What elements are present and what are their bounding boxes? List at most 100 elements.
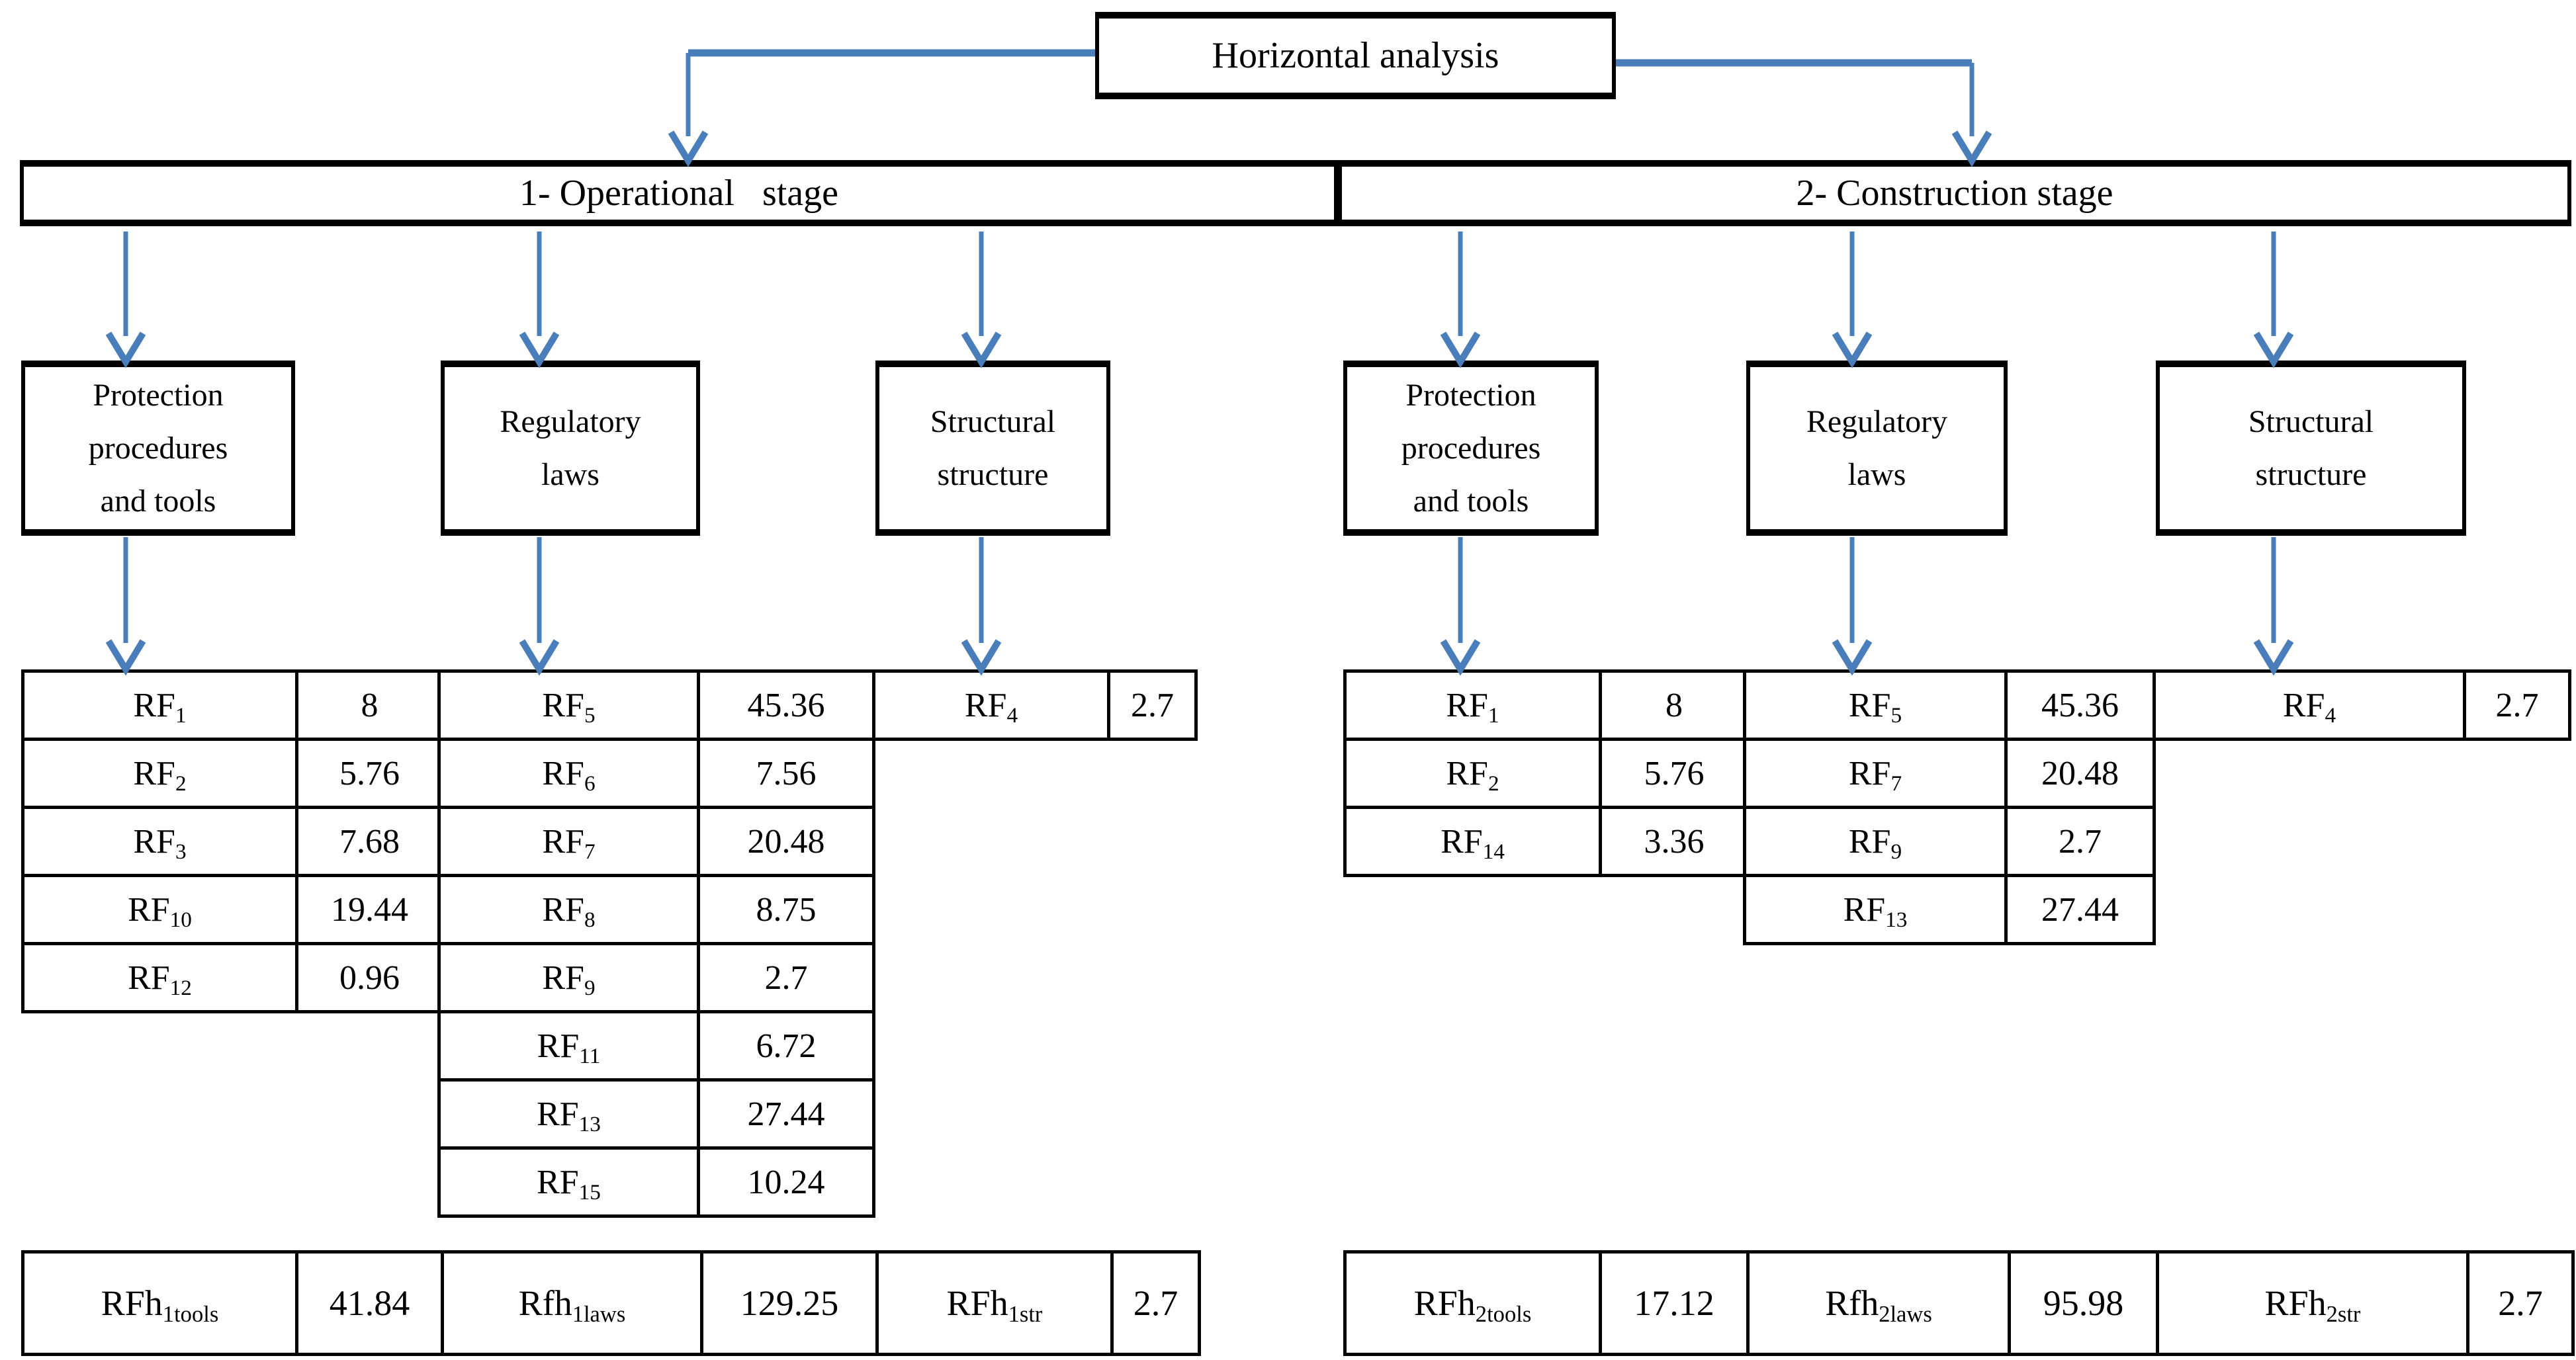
arrow-down-icon [105, 331, 146, 368]
table-row: RF7 20.48 [437, 806, 875, 877]
rf-subscript: 5 [1890, 703, 1902, 728]
rf-subscript: 5 [584, 703, 596, 728]
rf-base: RFh [946, 1283, 1008, 1323]
title-box: Horizontal analysis [1095, 12, 1616, 99]
rf-value-cell: 5.76 [1599, 738, 1750, 809]
rf-label-cell: RF9 [1743, 806, 2008, 877]
arrow-down-icon [668, 130, 709, 167]
rf-value-cell: 2.7 [2004, 806, 2156, 877]
rf-value-cell: 27.44 [2004, 874, 2156, 945]
arrow-structural-to-table-construction [2253, 537, 2294, 676]
connector-title-to-operational [668, 49, 1095, 167]
table-row: RF3 7.68 [21, 806, 444, 877]
summary-table-construction: RFh2tools 17.12 Rfh2laws 95.98 RFh2str 2… [1343, 1250, 2575, 1356]
summary-row: RFh2tools 17.12 Rfh2laws 95.98 RFh2str 2… [1343, 1250, 2575, 1356]
rf-label-cell: RF2 [21, 738, 298, 809]
table-row: RF1 8 [1343, 669, 1750, 741]
stage-bar-construction: 2- Construction stage [1338, 160, 2571, 226]
rf-base: RF [1441, 822, 1483, 861]
summary-value-cell: 129.25 [700, 1250, 879, 1356]
arrow-protection-to-table-operational [105, 537, 146, 676]
category-line: Structural [2248, 404, 2374, 439]
rf-value-cell: 8 [295, 669, 444, 741]
rf-table-regulatory-construction: RF5 45.36 RF7 20.48 RF9 2.7 RF13 27.44 [1743, 669, 2156, 945]
category-line: Structural [930, 404, 1056, 439]
rf-value-cell: 20.48 [2004, 738, 2156, 809]
rf-value-cell: 8.75 [697, 874, 875, 945]
rf-base: RF [542, 822, 584, 861]
rf-label-cell: RF14 [1343, 806, 1602, 877]
rf-label-cell: RF4 [2153, 669, 2466, 741]
arrow-bar-to-regulatory-construction [1832, 232, 1873, 368]
rf-value-cell: 0.96 [295, 942, 444, 1013]
rf-base: RF [2282, 686, 2325, 724]
rf-base: RF [1848, 686, 1891, 724]
stage-bar-operational-label: 1- Operational stage [519, 173, 839, 214]
rf-label-cell: RF7 [1743, 738, 2008, 809]
rf-label-cell: RF7 [437, 806, 700, 877]
rf-base: RF [537, 1027, 580, 1065]
rf-base: RF [542, 958, 584, 997]
rf-subscript: 1tools [162, 1302, 219, 1328]
summary-label-cell: RFh1str [875, 1250, 1114, 1356]
rf-subscript: 13 [1885, 908, 1908, 933]
rf-base: RF [1843, 890, 1886, 929]
rf-base: RF [537, 1095, 579, 1133]
arrow-down-icon [961, 331, 1002, 368]
rf-subscript: 13 [578, 1112, 601, 1137]
rf-label-cell: RF12 [21, 942, 298, 1013]
rf-label-cell: RF6 [437, 738, 700, 809]
category-box-structural-operational: Structural structure [875, 361, 1110, 536]
table-row: RF7 20.48 [1743, 738, 2156, 809]
rf-label-cell: RF1 [1343, 669, 1602, 741]
arrow-down-icon [1440, 331, 1481, 368]
table-row: RF1 8 [21, 669, 444, 741]
arrow-bar-to-structural-operational [961, 232, 1002, 368]
arrow-down-icon [1951, 130, 1992, 167]
rf-value-cell: 20.48 [697, 806, 875, 877]
arrow-down-icon [2253, 639, 2294, 676]
table-row: RF10 19.44 [21, 874, 444, 945]
table-row: RF11 6.72 [437, 1010, 875, 1082]
rf-subscript: 2 [175, 771, 187, 796]
rf-label-cell: RF10 [21, 874, 298, 945]
rf-label-cell: RF1 [21, 669, 298, 741]
rf-base: RF [542, 754, 584, 792]
rf-subscript: 9 [1890, 839, 1902, 865]
category-line: and tools [100, 483, 216, 519]
rf-base: RF [128, 958, 170, 997]
rf-subscript: 12 [169, 976, 192, 1001]
rf-subscript: 7 [1890, 771, 1902, 796]
rf-subscript: 2tools [1475, 1302, 1532, 1328]
arrow-down-icon [1832, 639, 1873, 676]
table-row: RF4 2.7 [872, 669, 1198, 741]
rf-base: RF [1848, 822, 1891, 861]
rf-label-cell: RF3 [21, 806, 298, 877]
rf-value-cell: 3.36 [1599, 806, 1750, 877]
arrow-bar-to-protection-construction [1440, 232, 1481, 368]
rf-base: RF [964, 686, 1007, 724]
rf-base: RFh [2264, 1283, 2327, 1323]
table-row: RF15 10.24 [437, 1146, 875, 1218]
summary-value-cell: 2.7 [1110, 1250, 1201, 1356]
rf-base: RF [128, 890, 170, 929]
rf-table-protection-construction: RF1 8 RF2 5.76 RF14 3.36 [1343, 669, 1750, 877]
table-row: RF2 5.76 [1343, 738, 1750, 809]
title-label: Horizontal analysis [1212, 35, 1499, 76]
summary-row: RFh1tools 41.84 Rfh1laws 129.25 RFh1str … [21, 1250, 1201, 1356]
rf-value-cell: 45.36 [2004, 669, 2156, 741]
arrow-down-icon [519, 331, 560, 368]
summary-label-cell: RFh1tools [21, 1250, 298, 1356]
rf-value-cell: 19.44 [295, 874, 444, 945]
category-box-regulatory-construction: Regulatory laws [1746, 361, 2008, 536]
summary-label-cell: Rfh2laws [1746, 1250, 2011, 1356]
rf-table-regulatory-operational: RF5 45.36 RF6 7.56 RF7 20.48 RF8 8.75 RF9 2.7 RF11… [437, 669, 875, 1218]
rf-subscript: 3 [175, 839, 187, 865]
summary-value-cell: 17.12 [1599, 1250, 1750, 1356]
summary-value-cell: 95.98 [2008, 1250, 2159, 1356]
rf-base: RF [542, 686, 584, 724]
rf-value-cell: 45.36 [697, 669, 875, 741]
table-row: RF4 2.7 [2153, 669, 2571, 741]
rf-base: RFh [1413, 1283, 1476, 1323]
